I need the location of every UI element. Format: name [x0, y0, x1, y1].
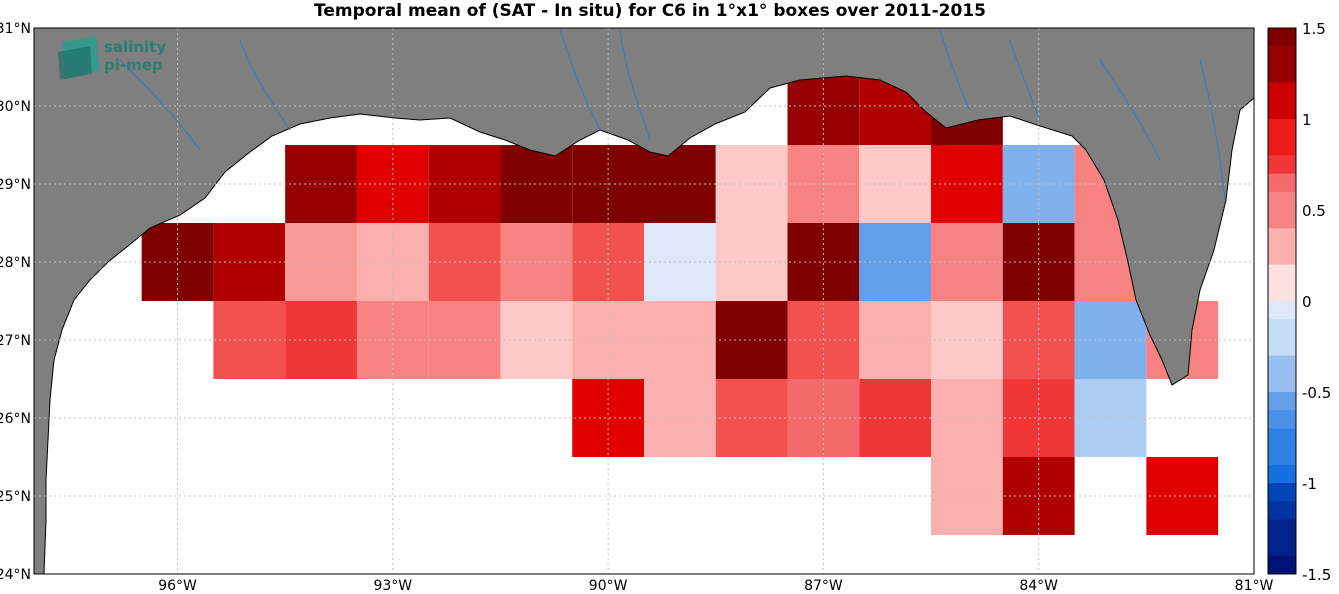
heatmap-cell — [715, 145, 788, 223]
colorbar-swatch — [1268, 210, 1296, 229]
map-title: Temporal mean of (SAT - In situ) for C6 … — [314, 1, 986, 21]
colorbar-swatch — [1268, 537, 1296, 557]
colorbar-tick-label: 0 — [1302, 293, 1312, 311]
colorbar-swatch — [1268, 301, 1296, 320]
colorbar-labels: 1.5 1 0.5 0 -0.5 -1 -1.5 — [1302, 20, 1331, 584]
heatmap-cell — [500, 223, 573, 301]
latitude-tick-label: 30°N — [0, 99, 31, 115]
colorbar-swatch — [1268, 155, 1296, 175]
heatmap-cell — [715, 223, 788, 301]
colorbar-swatch — [1268, 373, 1296, 393]
colorbar-swatch — [1268, 446, 1296, 466]
colorbar-swatch — [1268, 137, 1296, 156]
plot-frame — [33, 27, 1255, 575]
colorbar-swatch — [1268, 46, 1296, 65]
heatmap-cell — [931, 145, 1003, 223]
colorbar-swatch — [1268, 28, 1296, 47]
colorbar-swatch — [1268, 246, 1296, 266]
colorbar-swatch — [1268, 64, 1296, 84]
latitude-labels: 31°N 30°N 29°N 28°N 27°N 26°N 25°N 24°N — [0, 21, 31, 583]
latitude-tick-label: 29°N — [0, 177, 31, 193]
colorbar-swatch — [1268, 519, 1296, 539]
longitude-tick-label: 81°W — [1235, 578, 1274, 594]
land-gulf-coast — [34, 28, 1254, 574]
colorbar-swatch — [1268, 483, 1296, 502]
colorbar-tick-label: -0.5 — [1302, 384, 1331, 402]
latitude-tick-label: 24°N — [0, 567, 31, 583]
longitude-tick-label: 96°W — [158, 578, 197, 594]
colorbar-tick-label: 0.5 — [1302, 202, 1326, 220]
latitude-tick-label: 27°N — [0, 333, 31, 349]
colorbar-swatch — [1268, 119, 1296, 138]
heatmap-cell — [500, 145, 573, 223]
colorbar-frame — [1267, 27, 1297, 575]
heatmap-cells — [141, 67, 1219, 535]
latitude-tick-label: 25°N — [0, 489, 31, 505]
heatmap-cell — [931, 301, 1003, 379]
logo-line2: pi-mep — [104, 56, 163, 74]
heatmap-cell — [931, 457, 1003, 535]
latitude-tick-label: 28°N — [0, 255, 31, 271]
colorbar-swatch — [1268, 410, 1296, 429]
colorbar-tick-label: -1 — [1302, 475, 1317, 493]
colorbar-swatch — [1268, 464, 1296, 484]
heatmap-cell — [715, 301, 788, 379]
colorbar-swatch — [1268, 264, 1296, 284]
latitude-tick-label: 26°N — [0, 411, 31, 427]
colorbar-swatch — [1268, 282, 1296, 302]
colorbar — [1268, 28, 1296, 575]
salinity-pimep-logo: salinity pi-mep — [58, 36, 166, 80]
longitude-tick-label: 93°W — [373, 578, 412, 594]
colorbar-swatch — [1268, 337, 1296, 357]
colorbar-tick-label: 1 — [1302, 111, 1312, 129]
colorbar-swatch — [1268, 319, 1296, 338]
heatmap-cell — [931, 379, 1003, 457]
longitude-labels: 96°W 93°W 90°W 87°W 84°W 81°W — [158, 578, 1273, 594]
longitude-tick-label: 84°W — [1019, 578, 1058, 594]
colorbar-tick-label: -1.5 — [1302, 566, 1331, 584]
graticule — [34, 28, 1254, 574]
latitude-tick-label: 31°N — [0, 21, 31, 37]
colorbar-swatch — [1268, 392, 1296, 411]
heatmap-cell — [931, 223, 1003, 301]
colorbar-swatch — [1268, 555, 1296, 575]
colorbar-swatch — [1268, 82, 1296, 102]
heatmap-cell — [500, 301, 573, 379]
logo-line1: salinity — [104, 38, 166, 56]
heatmap-cell — [715, 379, 788, 457]
colorbar-swatch — [1268, 428, 1296, 448]
colorbar-swatch — [1268, 100, 1296, 120]
colorbar-swatch — [1268, 173, 1296, 193]
colorbar-swatch — [1268, 355, 1296, 375]
longitude-tick-label: 87°W — [804, 578, 843, 594]
colorbar-tick-label: 1.5 — [1302, 20, 1326, 38]
longitude-tick-label: 90°W — [589, 578, 628, 594]
heatmap-cell — [1146, 457, 1219, 535]
colorbar-swatch — [1268, 228, 1296, 247]
colorbar-swatch — [1268, 501, 1296, 520]
colorbar-swatch — [1268, 191, 1296, 211]
